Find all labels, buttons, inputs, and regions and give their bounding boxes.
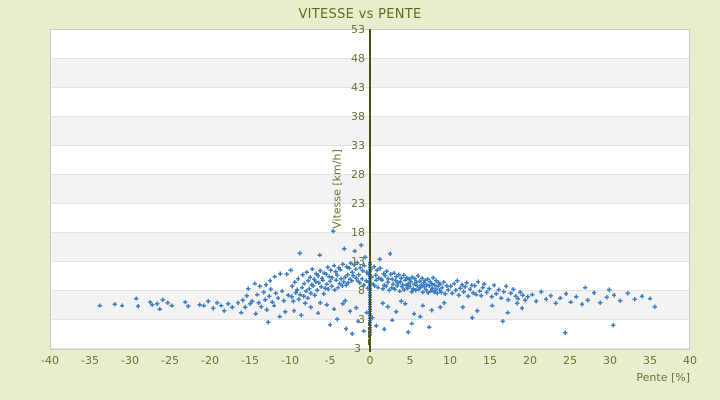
axis-overlap-mark — [368, 338, 371, 342]
x-tick-label: -20 — [201, 354, 219, 367]
axis-overlap-mark — [368, 327, 371, 331]
x-axis-title: Pente [%] — [636, 371, 690, 384]
y-tick-label: 8 — [358, 284, 365, 297]
x-tick-label: 40 — [683, 354, 697, 367]
y-tick-label: 18 — [351, 226, 365, 239]
x-tick-label: 15 — [483, 354, 497, 367]
chart-title: VITESSE vs PENTE — [298, 7, 422, 22]
y-tick-label: 23 — [351, 197, 365, 210]
x-tick-label: 25 — [563, 354, 577, 367]
x-tick-label: -35 — [81, 354, 99, 367]
x-tick-label: 35 — [643, 354, 657, 367]
y-tick-label: 13 — [351, 255, 365, 268]
y-tick-label: 33 — [351, 139, 365, 152]
y-tick-label: 38 — [351, 110, 365, 123]
x-tick-label: -40 — [41, 354, 59, 367]
x-tick-label: 10 — [443, 354, 457, 367]
x-tick-label: 5 — [406, 354, 414, 367]
y-axis-min-label: 3 — [354, 342, 361, 355]
axis-overlap-mark — [368, 330, 371, 334]
x-tick-label: -10 — [281, 354, 299, 367]
x-tick-label: 30 — [603, 354, 617, 367]
y-tick-label: 53 — [351, 23, 365, 36]
x-tick-label: 20 — [523, 354, 537, 367]
x-tick-label: -15 — [241, 354, 259, 367]
axis-overlap-mark — [368, 342, 371, 346]
y-axis-line — [369, 29, 371, 352]
x-tick-label: -5 — [324, 354, 336, 367]
y-tick-label: 3 — [358, 313, 365, 326]
axis-overlap-mark — [368, 323, 371, 327]
y-axis-title: Vitesse [km/h] — [330, 149, 344, 229]
x-tick-label: -25 — [161, 354, 179, 367]
axis-overlap-mark — [368, 334, 371, 338]
x-tick-label: -30 — [121, 354, 139, 367]
y-tick-label: 28 — [351, 168, 365, 181]
x-tick-label: 0 — [366, 354, 374, 367]
y-tick-label: 43 — [351, 81, 365, 94]
y-tick-label: 48 — [351, 52, 365, 65]
